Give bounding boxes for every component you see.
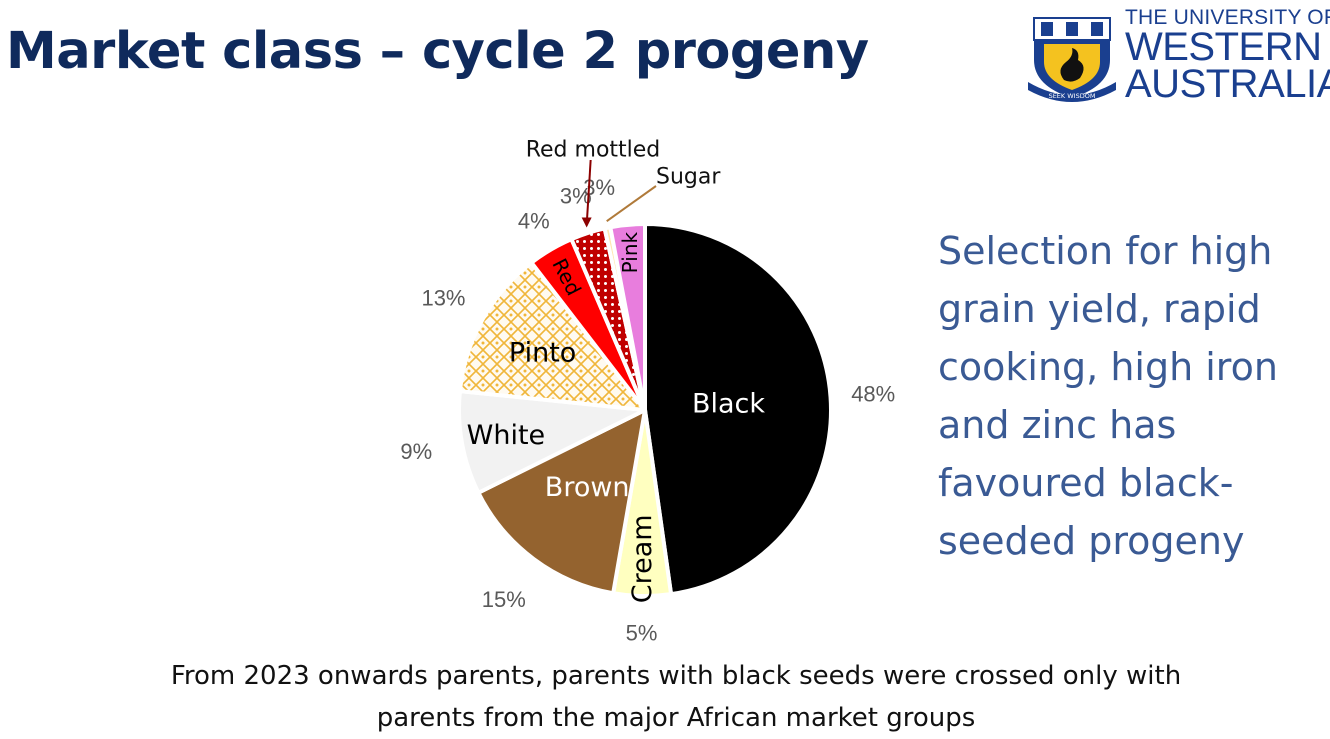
- slice-label-pinto: Pinto: [509, 338, 576, 369]
- value-label-red: 4%: [518, 208, 550, 233]
- logo-line-3: AUSTRALIA: [1125, 62, 1330, 106]
- value-label-cream: 5%: [626, 621, 658, 646]
- pie-slices: [457, 222, 833, 598]
- footnote: From 2023 onwards parents, parents with …: [0, 655, 1330, 739]
- university-logo: SEEK WISDOM THE UNIVERSITY OF WESTERN AU…: [1022, 4, 1330, 106]
- callout-line-red-mottled: [585, 159, 592, 226]
- callout-arrow-red-mottled: [581, 217, 592, 228]
- slice-label-brown: Brown: [545, 472, 630, 503]
- slice-label-white: White: [467, 420, 546, 451]
- footnote-line-2: parents from the major African market gr…: [376, 703, 976, 733]
- slide-title: Market class – cycle 2 progeny: [6, 22, 869, 81]
- value-label-white: 9%: [400, 439, 432, 464]
- slice-label-cream: Cream: [627, 514, 658, 603]
- pie-slice-pinto: [457, 260, 647, 412]
- callout-line-sugar: [606, 185, 657, 222]
- value-label-brown: 15%: [482, 587, 526, 612]
- pie-slice-pink: [608, 222, 647, 412]
- callout-label-red-mottled: Red mottled: [526, 138, 661, 163]
- pie-slice-white: [457, 389, 647, 495]
- slice-label-black: Black: [692, 389, 765, 420]
- logo-line-1: THE UNIVERSITY OF: [1125, 6, 1330, 29]
- footnote-line-1: From 2023 onwards parents, parents with …: [170, 661, 1182, 691]
- logo-wordmark: THE UNIVERSITY OF WESTERN AUSTRALIA: [1125, 6, 1330, 106]
- slice-label-pink: Pink: [618, 231, 642, 273]
- crest-icon: SEEK WISDOM: [1028, 17, 1116, 102]
- value-label-black: 48%: [851, 381, 895, 406]
- value-label-pinto: 13%: [421, 285, 465, 310]
- pie-slice-black: [643, 222, 833, 597]
- selection-note: Selection for high grain yield, rapid co…: [938, 229, 1278, 563]
- pie-slice-brown: [476, 408, 647, 596]
- logo-line-2: WESTERN: [1125, 25, 1322, 69]
- pie-value-labels: 48%5%15%9%13%4%3%3%: [400, 175, 895, 645]
- callout-label-sugar: Sugar: [656, 165, 721, 190]
- value-label-red-mottled: 3%: [560, 183, 592, 208]
- logo-motto: SEEK WISDOM: [1049, 92, 1096, 100]
